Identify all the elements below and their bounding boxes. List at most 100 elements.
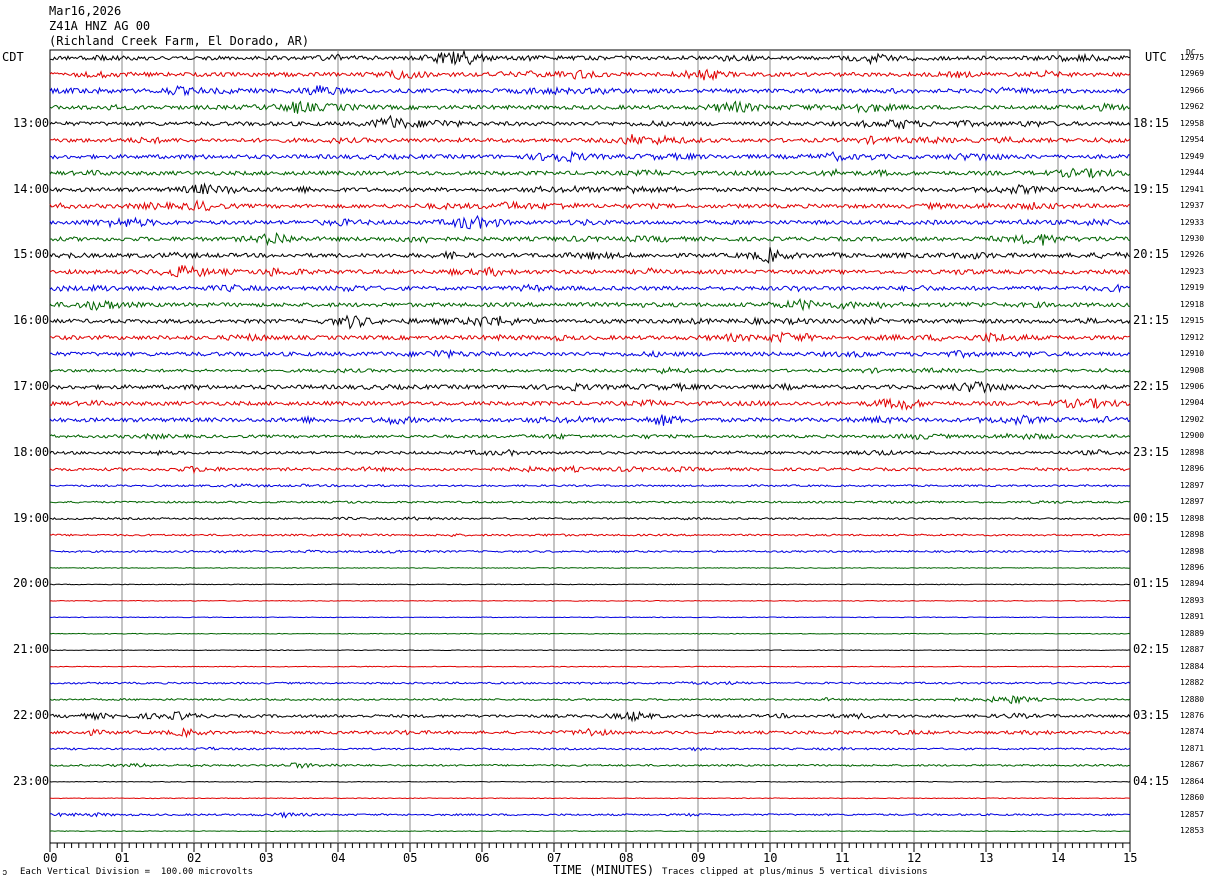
left-timezone-label: CDT — [2, 50, 24, 64]
left-hour-label: 23:00 — [13, 773, 50, 788]
trace-line — [49, 366, 1131, 375]
right-hour-label: 23:15 — [1133, 444, 1170, 459]
dc-value-label: 12889 — [1180, 628, 1205, 638]
dc-value-label: 12900 — [1180, 431, 1205, 441]
trace-line — [49, 483, 1131, 488]
trace-line — [49, 283, 1131, 294]
dc-value-label: 12919 — [1180, 283, 1205, 293]
trace-line — [49, 232, 1131, 247]
dc-value-label: 12897 — [1180, 480, 1205, 490]
trace-line — [50, 348, 1131, 360]
dc-value-label: 12874 — [1180, 727, 1205, 737]
trace-line — [49, 68, 1131, 82]
dc-value-label: 12904 — [1180, 398, 1205, 408]
clip-note: Traces clipped at plus/minus 5 vertical … — [662, 867, 928, 877]
dc-value-label: 12966 — [1180, 85, 1205, 95]
x-tick-label: 04 — [331, 851, 346, 865]
dc-value-label: 12887 — [1180, 645, 1205, 655]
x-tick-label: 07 — [547, 851, 562, 865]
dc-value-label: 12898 — [1180, 447, 1205, 457]
trace-line — [49, 830, 1131, 833]
left-hour-label: 22:00 — [13, 708, 50, 722]
right-hour-label: 19:15 — [1133, 181, 1170, 196]
dc-value-label: 12962 — [1180, 102, 1205, 112]
dc-value-label: 12898 — [1180, 546, 1205, 556]
trace-line — [49, 464, 1131, 475]
dc-value-label: 12937 — [1180, 201, 1205, 211]
trace-line — [49, 214, 1131, 230]
x-tick-label: 11 — [835, 851, 850, 865]
trace-line — [49, 85, 1131, 97]
trace-line — [49, 583, 1131, 586]
x-tick-label: 13 — [979, 851, 994, 865]
right-hour-label: 22:15 — [1133, 379, 1170, 393]
dc-value-label: 12975 — [1180, 53, 1205, 62]
x-tick-label: 14 — [1051, 851, 1066, 865]
trace-line — [49, 727, 1131, 739]
trace-line — [49, 516, 1130, 521]
dc-value-label: 12926 — [1180, 250, 1205, 260]
right-hour-label: 03:15 — [1133, 708, 1170, 722]
left-hour-label: 20:00 — [13, 576, 50, 591]
date-label: Mar16,2026 — [49, 4, 122, 18]
dc-value-label: 12908 — [1180, 365, 1205, 375]
trace-line — [49, 182, 1131, 196]
dc-value-label: 12876 — [1180, 711, 1205, 720]
time-axis — [49, 843, 1131, 852]
left-hour-label: 14:00 — [13, 181, 50, 196]
trace-line — [49, 380, 1131, 394]
dc-value-label: 12896 — [1180, 562, 1205, 572]
trace-line — [49, 167, 1131, 179]
trace-line — [49, 680, 1131, 686]
dc-value-label: 12896 — [1180, 464, 1205, 474]
trace-line — [49, 780, 1131, 783]
trace-line — [49, 649, 1131, 652]
trace-line — [49, 432, 1131, 441]
trace-line — [49, 811, 1131, 819]
dc-value-label: 12898 — [1180, 513, 1205, 523]
left-hour-label: 21:00 — [13, 642, 50, 657]
left-hour-label: 16:00 — [13, 313, 50, 328]
x-tick-label: 08 — [619, 851, 634, 865]
left-hour-label: 13:00 — [13, 115, 50, 130]
x-tick-label: 06 — [475, 851, 490, 865]
dc-value-label: 12930 — [1180, 233, 1205, 243]
trace-line — [49, 134, 1131, 146]
x-tick-label: 05 — [403, 851, 418, 865]
dc-value-label: 12857 — [1180, 809, 1205, 819]
trace-line — [49, 448, 1131, 458]
dc-value-label: 12891 — [1180, 612, 1205, 622]
dc-value-label: 12867 — [1180, 760, 1205, 770]
location-label: (Richland Creek Farm, El Dorado, AR) — [49, 34, 310, 48]
trace-line — [49, 264, 1131, 278]
dc-value-label: 12969 — [1180, 69, 1205, 79]
corner-mark: ↄ — [2, 868, 8, 878]
trace-line — [49, 314, 1131, 330]
right-timezone-label: UTC — [1145, 50, 1167, 64]
trace-line — [49, 100, 1131, 114]
dc-value-label: 12897 — [1180, 497, 1205, 507]
left-hour-label: 15:00 — [13, 247, 50, 262]
right-hour-label: 02:15 — [1133, 642, 1170, 657]
dc-value-label: 12941 — [1180, 184, 1205, 194]
dc-value-label: 12958 — [1180, 118, 1205, 128]
left-hour-label: 19:00 — [13, 510, 50, 525]
dc-value-label: 12906 — [1180, 382, 1205, 391]
trace-line — [49, 616, 1131, 619]
dc-header-label: DC — [1186, 48, 1196, 57]
trace-line — [50, 797, 1131, 800]
x-tick-label: 09 — [691, 851, 706, 865]
trace-line — [49, 665, 1131, 668]
dc-value-label: 12915 — [1180, 316, 1205, 326]
trace-line — [49, 247, 1131, 264]
dc-value-label: 12898 — [1180, 530, 1205, 540]
right-hour-label: 18:15 — [1133, 115, 1170, 130]
x-tick-label: 15 — [1123, 851, 1138, 865]
trace-line — [49, 150, 1131, 163]
trace-line — [49, 746, 1131, 752]
dc-value-label: 12893 — [1180, 595, 1205, 605]
dc-value-label: 12918 — [1180, 299, 1205, 309]
x-tick-label: 02 — [187, 851, 202, 865]
trace-line — [49, 762, 1131, 769]
